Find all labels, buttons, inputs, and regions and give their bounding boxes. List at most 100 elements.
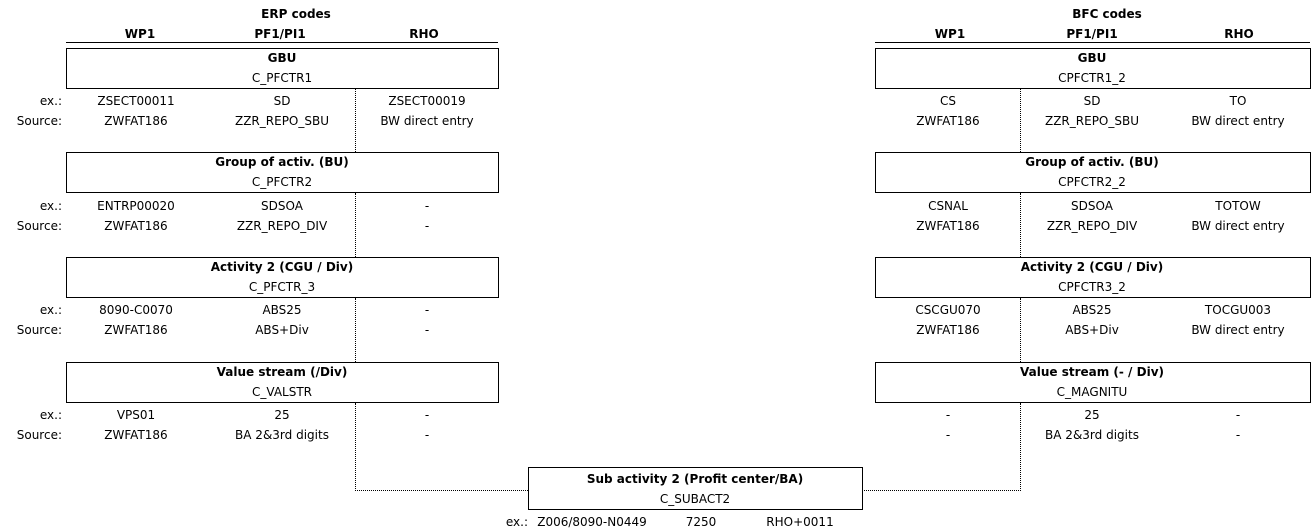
bfc-connector-1 xyxy=(1020,89,1021,152)
bfc-connector-2 xyxy=(1020,193,1021,257)
bfc-section-title: BFC codes xyxy=(1072,7,1142,21)
erp-bu-code: C_PFCTR2 xyxy=(251,175,313,189)
bfc-gbu-ex-rho: TO xyxy=(1229,94,1247,108)
bfc-bu-src-wp1: ZWFAT186 xyxy=(916,219,980,233)
erp-gbu-src-label: Source: xyxy=(16,114,62,128)
sub-activity-ex-pf: 7250 xyxy=(685,515,717,529)
erp-to-sub-connector xyxy=(355,490,528,491)
bfc-cgu-ex-wp1: CSCGU070 xyxy=(915,303,981,317)
bfc-vs-title: Value stream (- / Div) xyxy=(1020,365,1164,379)
bfc-cgu-ex-rho: TOCGU003 xyxy=(1204,303,1272,317)
bfc-gbu-ex-pf: SD xyxy=(1083,94,1101,108)
erp-gbu-title: GBU xyxy=(267,51,297,65)
erp-vs-src-rho: - xyxy=(424,428,430,442)
erp-gbu-src-rho: BW direct entry xyxy=(380,114,474,128)
sub-activity-title: Sub activity 2 (Profit center/BA) xyxy=(586,472,804,486)
bfc-col-pf: PF1/PI1 xyxy=(1066,27,1118,41)
bfc-bu-title: Group of activ. (BU) xyxy=(1025,155,1159,169)
erp-section-title: ERP codes xyxy=(261,7,331,21)
erp-connector-4 xyxy=(355,403,356,491)
erp-col-pf: PF1/PI1 xyxy=(254,27,306,41)
bfc-vs-box xyxy=(875,362,1311,403)
sub-activity-box xyxy=(528,467,863,510)
erp-gbu-box xyxy=(66,48,499,89)
erp-gbu-code: C_PFCTR1 xyxy=(251,71,313,85)
erp-cgu-src-wp1: ZWFAT186 xyxy=(104,323,168,337)
bfc-cgu-box xyxy=(875,257,1311,298)
erp-connector-1 xyxy=(355,89,356,152)
erp-vs-ex-label: ex.: xyxy=(39,408,62,422)
bfc-cgu-title: Activity 2 (CGU / Div) xyxy=(1020,260,1164,274)
bfc-vs-src-pf: BA 2&3rd digits xyxy=(1045,428,1139,442)
bfc-gbu-box xyxy=(875,48,1311,89)
bfc-vs-src-wp1: - xyxy=(945,428,951,442)
sub-activity-ex-rho: RHO+0011 xyxy=(766,515,834,529)
erp-cgu-ex-label: ex.: xyxy=(39,303,62,317)
erp-cgu-code: C_PFCTR_3 xyxy=(248,280,316,294)
bfc-bu-ex-wp1: CSNAL xyxy=(928,199,968,213)
erp-col-rho: RHO xyxy=(409,27,439,41)
erp-vs-box xyxy=(66,362,499,403)
erp-bu-title: Group of activ. (BU) xyxy=(215,155,349,169)
bfc-bu-code: CPFCTR2_2 xyxy=(1058,175,1126,189)
erp-bu-src-label: Source: xyxy=(16,219,62,233)
erp-col-wp1: WP1 xyxy=(124,27,156,41)
bfc-bu-box xyxy=(875,152,1311,193)
bfc-bu-ex-rho: TOTOW xyxy=(1215,199,1261,213)
bfc-connector-4 xyxy=(1020,403,1021,491)
erp-connector-3 xyxy=(355,298,356,362)
erp-vs-ex-pf: 25 xyxy=(274,408,290,422)
bfc-gbu-src-rho: BW direct entry xyxy=(1191,114,1285,128)
erp-vs-code: C_VALSTR xyxy=(252,385,312,399)
erp-gbu-ex-label: ex.: xyxy=(39,94,62,108)
erp-gbu-ex-rho: ZSECT00019 xyxy=(388,94,466,108)
erp-gbu-src-wp1: ZWFAT186 xyxy=(104,114,168,128)
erp-vs-src-wp1: ZWFAT186 xyxy=(104,428,168,442)
bfc-vs-src-rho: - xyxy=(1235,428,1241,442)
bfc-cgu-ex-pf: ABS25 xyxy=(1072,303,1112,317)
bfc-vs-ex-rho: - xyxy=(1235,408,1241,422)
bfc-connector-3 xyxy=(1020,298,1021,362)
erp-cgu-ex-rho: - xyxy=(424,303,430,317)
sub-activity-code: C_SUBACT2 xyxy=(659,492,731,506)
bfc-header-line xyxy=(875,42,1310,43)
bfc-bu-src-rho: BW direct entry xyxy=(1191,219,1285,233)
sub-activity-ex-label: ex.: xyxy=(505,515,528,529)
erp-bu-ex-pf: SDSOA xyxy=(261,199,303,213)
erp-cgu-title: Activity 2 (CGU / Div) xyxy=(210,260,354,274)
erp-cgu-ex-pf: ABS25 xyxy=(262,303,302,317)
erp-vs-ex-rho: - xyxy=(424,408,430,422)
bfc-gbu-src-pf: ZZR_REPO_SBU xyxy=(1044,114,1140,128)
bfc-col-wp1: WP1 xyxy=(934,27,966,41)
erp-cgu-src-pf: ABS+Div xyxy=(255,323,309,337)
erp-vs-ex-wp1: VPS01 xyxy=(116,408,156,422)
bfc-cgu-src-pf: ABS+Div xyxy=(1065,323,1119,337)
sub-activity-ex-wp1: Z006/8090-N0449 xyxy=(537,515,647,529)
bfc-cgu-src-wp1: ZWFAT186 xyxy=(916,323,980,337)
bfc-bu-src-pf: ZZR_REPO_DIV xyxy=(1046,219,1138,233)
erp-cgu-ex-wp1: 8090-C0070 xyxy=(99,303,173,317)
erp-bu-ex-label: ex.: xyxy=(39,199,62,213)
erp-gbu-ex-pf: SD xyxy=(273,94,291,108)
bfc-vs-code: C_MAGNITU xyxy=(1056,385,1128,399)
bfc-gbu-code: CPFCTR1_2 xyxy=(1058,71,1126,85)
erp-header-line xyxy=(66,42,498,43)
erp-connector-2 xyxy=(355,193,356,257)
bfc-gbu-ex-wp1: CS xyxy=(940,94,956,108)
erp-bu-src-pf: ZZR_REPO_DIV xyxy=(236,219,328,233)
bfc-cgu-src-rho: BW direct entry xyxy=(1191,323,1285,337)
erp-cgu-src-label: Source: xyxy=(16,323,62,337)
erp-gbu-ex-wp1: ZSECT00011 xyxy=(97,94,175,108)
erp-cgu-box xyxy=(66,257,499,298)
bfc-gbu-src-wp1: ZWFAT186 xyxy=(916,114,980,128)
bfc-gbu-title: GBU xyxy=(1077,51,1107,65)
erp-bu-ex-rho: - xyxy=(424,199,430,213)
erp-vs-src-pf: BA 2&3rd digits xyxy=(235,428,329,442)
erp-bu-src-rho: - xyxy=(424,219,430,233)
erp-cgu-src-rho: - xyxy=(424,323,430,337)
erp-bu-ex-wp1: ENTRP00020 xyxy=(97,199,175,213)
bfc-cgu-code: CPFCTR3_2 xyxy=(1058,280,1126,294)
bfc-to-sub-connector xyxy=(862,490,1021,491)
erp-gbu-src-pf: ZZR_REPO_SBU xyxy=(234,114,330,128)
bfc-vs-ex-wp1: - xyxy=(945,408,951,422)
